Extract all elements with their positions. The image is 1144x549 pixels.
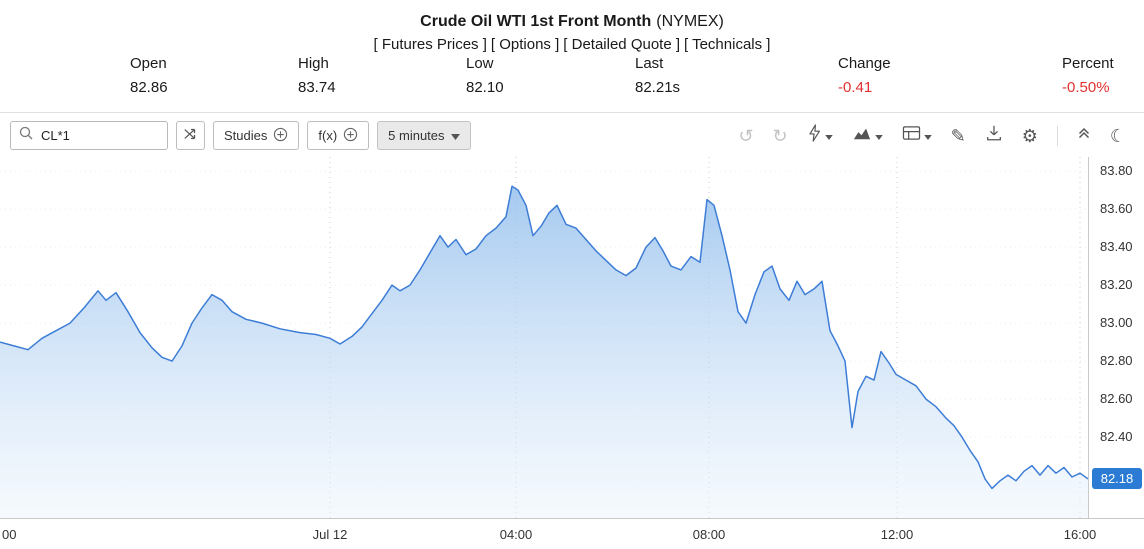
quote-header: Crude Oil WTI 1st Front Month (NYMEX) [ F…: [0, 0, 1144, 113]
circle-plus-icon: [273, 127, 288, 145]
quote-row: Open 82.86 High 83.74 Low 82.10 Last 82.21s Chan…: [0, 55, 1144, 105]
collapse-chevrons-icon: [1077, 126, 1091, 145]
price-axis-label: 82.40: [1100, 429, 1133, 445]
quote-links: [ Futures Prices ][ Options ][ Detailed …: [0, 36, 1144, 53]
download-icon: [985, 124, 1003, 147]
events-icon: [807, 124, 822, 147]
fx-button[interactable]: f(x): [307, 121, 370, 150]
time-axis-label: 08:00: [692, 527, 726, 542]
chevron-down-icon: [923, 127, 932, 145]
display-settings-dropdown-button[interactable]: [902, 125, 932, 147]
quote-label: Last: [635, 55, 664, 72]
quote-label: Change: [838, 55, 891, 72]
interval-dropdown[interactable]: 5 minutes: [377, 121, 471, 150]
price-area-chart[interactable]: [0, 157, 1088, 518]
quote-field-percent: Percent -0.50%: [1062, 55, 1114, 96]
settings-gear-icon: ⚙: [1021, 125, 1038, 146]
time-axis-label: Jul 12: [312, 527, 348, 542]
quote-value: 82.86: [130, 79, 168, 96]
instrument-title: Crude Oil WTI 1st Front Month: [420, 13, 652, 30]
download-button[interactable]: [985, 124, 1003, 147]
search-icon: [19, 126, 33, 145]
price-axis-label: 83.80: [1100, 163, 1133, 179]
exchange-label: (NYMEX): [656, 13, 724, 30]
quote-label: High: [298, 55, 329, 72]
studies-button-label: Studies: [224, 128, 268, 143]
page-title: Crude Oil WTI 1st Front Month (NYMEX): [0, 0, 1144, 31]
redo-icon: ↻: [772, 125, 788, 146]
display-settings-icon: [902, 125, 921, 147]
quote-value: 82.10: [466, 79, 504, 96]
compare-button[interactable]: [176, 121, 205, 150]
quote-value: -0.50%: [1062, 79, 1110, 96]
quote-value: 82.21s: [635, 79, 681, 96]
undo-button[interactable]: ↺: [738, 127, 753, 145]
collapse-toolbar-button[interactable]: [1077, 126, 1091, 145]
quote-label: Percent: [1062, 55, 1114, 72]
draw-button[interactable]: ✎: [951, 127, 966, 145]
quote-field-last: Last 82.21s: [635, 55, 680, 96]
toolbar-right-group: ↺ ↻ ✎ ⚙ ☾: [738, 124, 1134, 147]
circle-plus-icon: [343, 127, 358, 145]
quote-label: Open: [130, 55, 167, 72]
price-axis-label: 83.60: [1100, 201, 1133, 217]
link-options[interactable]: [ Options ]: [490, 36, 560, 53]
draw-pencil-icon: ✎: [950, 125, 966, 146]
time-axis-label: 16:00: [1063, 527, 1097, 542]
symbol-search-box[interactable]: [10, 121, 168, 150]
theme-moon-icon: ☾: [1109, 125, 1126, 146]
theme-toggle-button[interactable]: ☾: [1110, 127, 1126, 145]
interval-dropdown-label: 5 minutes: [388, 128, 445, 143]
price-axis[interactable]: 82.18 83.80 83.60 83.40 83.20 83.00 82.80 82.6…: [1088, 157, 1144, 518]
price-axis-label: 82.80: [1100, 353, 1133, 369]
chart-type-dropdown-button[interactable]: [852, 124, 883, 147]
chevron-down-icon: [874, 127, 883, 145]
price-axis-label: 83.40: [1100, 239, 1133, 255]
time-axis-label: 04:00: [499, 527, 533, 542]
chevron-down-icon: [450, 128, 460, 143]
time-axis-label: 00: [2, 527, 17, 542]
events-dropdown-button[interactable]: [807, 124, 833, 147]
price-axis-label: 83.00: [1100, 315, 1133, 331]
price-axis-label: 83.20: [1100, 277, 1133, 293]
last-price-badge: 82.18: [1092, 467, 1142, 489]
quote-label: Low: [466, 55, 494, 72]
compare-icon: [183, 126, 199, 145]
undo-icon: ↺: [738, 125, 754, 146]
link-futures-prices[interactable]: [ Futures Prices ]: [373, 36, 487, 53]
chart-plot-area[interactable]: [0, 157, 1088, 518]
studies-button[interactable]: Studies: [213, 121, 300, 150]
quote-field-change: Change -0.41: [838, 55, 891, 96]
price-axis-label: 82.60: [1100, 391, 1133, 407]
link-technicals[interactable]: [ Technicals ]: [684, 36, 771, 53]
chevron-down-icon: [824, 127, 833, 145]
time-axis-label: 12:00: [880, 527, 914, 542]
fx-button-label: f(x): [318, 128, 338, 143]
chart-toolbar: Studies f(x) 5 minutes ↺ ↻: [0, 114, 1144, 157]
toolbar-divider: [1056, 125, 1058, 146]
quote-field-open: Open 82.86: [130, 55, 168, 96]
quote-field-low: Low 82.10: [466, 55, 504, 96]
settings-button[interactable]: ⚙: [1022, 127, 1038, 145]
quote-value: -0.41: [838, 79, 873, 96]
redo-button[interactable]: ↻: [773, 127, 788, 145]
time-axis[interactable]: 00 Jul 12 04:00 08:00 12:00 16:00: [0, 518, 1144, 549]
quote-field-high: High 83.74: [298, 55, 336, 96]
link-detailed-quote[interactable]: [ Detailed Quote ]: [563, 36, 681, 53]
quote-value: 83.74: [298, 79, 336, 96]
chart-type-icon: [852, 124, 872, 147]
symbol-search-input[interactable]: [39, 127, 159, 144]
